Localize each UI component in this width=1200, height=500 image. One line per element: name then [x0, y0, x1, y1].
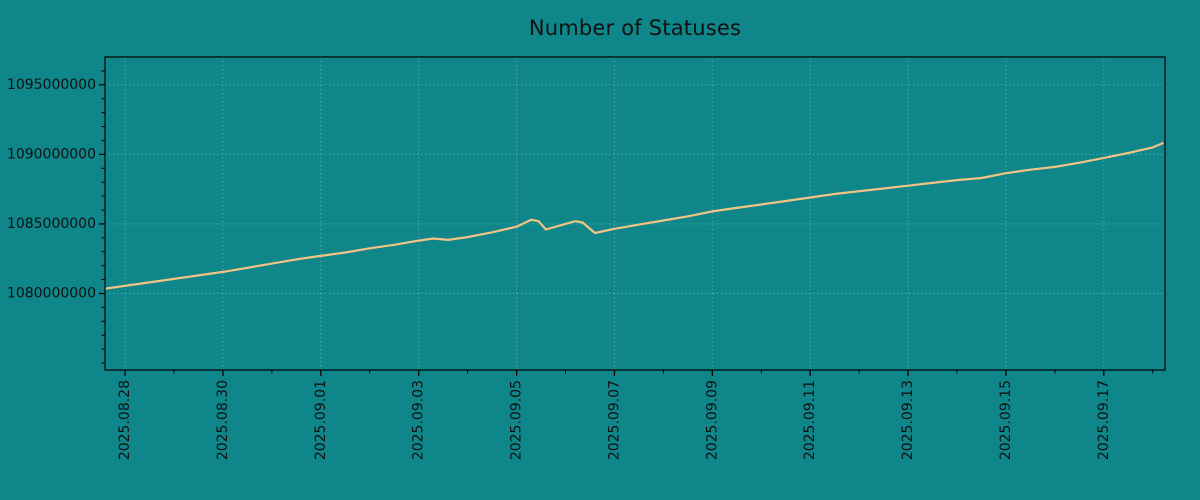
x-tick-label: 2025.09.17: [1096, 380, 1112, 460]
chart-frame: [104, 56, 1166, 371]
chart-grid: [105, 57, 1165, 370]
chart-tick-labels: 1080000000 1085000000 1090000000 1095000000…: [7, 77, 1112, 460]
x-tick-label: 2025.09.15: [998, 380, 1014, 460]
x-tick-label: 2025.08.30: [215, 380, 231, 460]
x-tick-label: 2025.09.07: [606, 380, 622, 460]
x-tick-label: 2025.09.13: [900, 380, 916, 460]
x-tick-label: 2025.09.01: [313, 380, 329, 460]
y-tick-label: 1080000000: [7, 285, 96, 301]
y-tick-label: 1095000000: [7, 77, 96, 93]
x-tick-label: 2025.09.09: [704, 380, 720, 460]
x-tick-label: 2025.09.11: [802, 380, 818, 460]
series-line-statuses: [104, 142, 1164, 290]
x-tick-label: 2025.08.28: [117, 380, 133, 460]
plot-frame: [104, 56, 1166, 371]
chart-ticks: [99, 70, 1154, 376]
chart-series: [104, 142, 1164, 290]
x-tick-label: 2025.09.03: [411, 380, 427, 460]
y-tick-label: 1090000000: [7, 146, 96, 162]
x-tick-label: 2025.09.05: [509, 380, 525, 460]
y-tick-label: 1085000000: [7, 216, 96, 232]
